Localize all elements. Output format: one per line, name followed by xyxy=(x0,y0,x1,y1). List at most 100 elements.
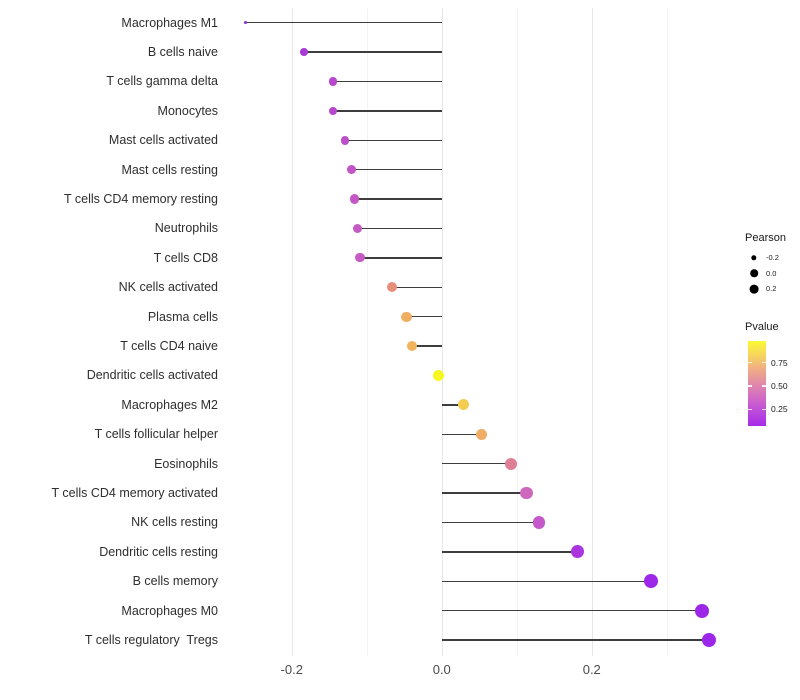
data-point xyxy=(694,603,710,618)
data-point xyxy=(347,165,357,175)
y-axis-label: Macrophages M1 xyxy=(121,15,218,30)
data-point xyxy=(387,282,398,293)
size-legend-label: 0.2 xyxy=(766,284,777,294)
size-legend-entries: -0.2 0.0 0.2 xyxy=(742,250,800,297)
data-point xyxy=(350,194,360,204)
size-legend-label: 0.0 xyxy=(766,268,777,278)
lollipop-stem xyxy=(351,168,442,171)
y-axis-label: T cells gamma delta xyxy=(106,74,218,89)
x-axis-tick-label: 0.2 xyxy=(582,662,601,677)
data-point xyxy=(433,370,445,381)
size-legend-label: -0.2 xyxy=(766,253,779,263)
minor-gridline xyxy=(666,8,668,656)
lollipop-stem xyxy=(345,139,442,141)
lollipop-stem xyxy=(441,521,540,524)
colorbar-tick-label: 0.25 xyxy=(771,404,788,415)
colorbar-tick xyxy=(762,408,766,411)
data-point xyxy=(475,428,488,441)
data-point xyxy=(701,632,716,648)
data-point xyxy=(504,457,517,470)
lollipop-stem xyxy=(357,227,442,230)
lollipop-stem xyxy=(441,639,709,641)
y-axis-label: NK cells activated xyxy=(118,280,218,295)
data-point xyxy=(520,486,533,500)
lollipop-stem xyxy=(333,80,442,83)
y-axis-label: Monocytes xyxy=(157,103,218,118)
lollipop-stem xyxy=(360,257,442,259)
data-point xyxy=(355,253,365,263)
color-legend-title: Pvalue xyxy=(745,320,779,333)
y-axis-label: T cells CD4 memory resting xyxy=(64,192,218,207)
minor-gridline xyxy=(516,8,518,656)
lollipop-stem xyxy=(441,580,651,582)
data-point xyxy=(328,77,338,86)
lollipop-stem xyxy=(441,462,511,465)
lollipop-stem xyxy=(406,315,442,318)
colorbar-tick-label: 0.50 xyxy=(771,380,788,391)
data-point xyxy=(457,399,470,411)
y-axis-label: B cells memory xyxy=(132,574,218,589)
size-legend-entry: -0.2 xyxy=(742,250,800,266)
data-point xyxy=(533,516,546,529)
colorbar-tick-label: 0.75 xyxy=(771,357,788,368)
y-axis-label: Macrophages M2 xyxy=(121,397,218,412)
colorbar-tick xyxy=(762,361,766,364)
data-point xyxy=(328,106,338,116)
y-axis-label: Plasma cells xyxy=(147,309,218,324)
y-axis-label: Eosinophils xyxy=(154,456,218,471)
y-axis-label: Mast cells activated xyxy=(108,133,218,148)
y-axis-label: Neutrophils xyxy=(154,221,218,236)
data-point xyxy=(406,340,417,352)
y-axis-label: B cells naive xyxy=(147,45,218,59)
colorbar xyxy=(748,340,766,426)
minor-gridline xyxy=(366,8,368,656)
x-axis-labels: -0.2 0.0 0.2 xyxy=(222,662,732,682)
lollipop-stem xyxy=(333,110,442,112)
size-legend-dot xyxy=(747,266,761,280)
y-axis-label: T cells regulatory Tregs xyxy=(84,633,218,648)
lollipop-stem xyxy=(354,198,442,200)
colorbar-tick xyxy=(748,385,752,387)
data-point xyxy=(353,223,363,234)
size-legend: Pearson -0.2 0.0 0.2 xyxy=(742,232,800,297)
plot-panel xyxy=(222,8,732,656)
size-legend-entry: 0.0 xyxy=(742,266,800,282)
data-point xyxy=(644,574,658,589)
y-axis-label: Macrophages M0 xyxy=(121,603,218,618)
colorbar-wrap: 0.75 0.50 0.25 xyxy=(748,339,800,429)
y-axis-label: T cells CD4 naive xyxy=(120,339,218,354)
lollipop-stem xyxy=(441,609,702,612)
lollipop-stem xyxy=(303,51,442,53)
data-point xyxy=(401,311,412,322)
y-axis-label: Dendritic cells resting xyxy=(99,544,218,559)
size-legend-title: Pearson xyxy=(745,232,786,244)
lollipop-stem xyxy=(441,433,482,435)
major-gridline xyxy=(291,8,293,656)
y-axis-label: T cells CD8 xyxy=(153,250,218,265)
legend: Pearson -0.2 0.0 0.2 Pvalue 0.75 0.50 0.25 xyxy=(742,232,800,429)
lollipop-stem xyxy=(411,345,442,347)
size-legend-dot xyxy=(747,282,761,296)
data-point xyxy=(571,545,584,559)
colorbar-tick xyxy=(748,361,752,364)
data-point xyxy=(243,20,247,25)
y-axis-label: Dendritic cells activated xyxy=(86,368,218,383)
y-axis-label: T cells CD4 memory activated xyxy=(51,486,219,501)
lollipop-stem xyxy=(392,286,442,288)
size-legend-entry: 0.2 xyxy=(742,281,800,297)
colorbar-tick xyxy=(748,408,752,411)
y-axis-labels: Macrophages M1 B cells naive T cells gamma… xyxy=(0,8,219,656)
lollipop-stem xyxy=(441,551,578,553)
lollipop-stem xyxy=(245,21,442,24)
x-axis-tick-label: 0.0 xyxy=(432,662,451,677)
x-axis-tick-label: -0.2 xyxy=(280,662,303,677)
colorbar-tick xyxy=(762,385,766,387)
y-axis-label: NK cells resting xyxy=(131,515,218,530)
y-axis-label: Mast cells resting xyxy=(121,162,218,177)
data-point xyxy=(340,135,350,145)
lollipop-stem xyxy=(441,404,464,406)
color-legend: Pvalue 0.75 0.50 0.25 xyxy=(742,321,800,429)
major-gridline xyxy=(591,8,593,656)
size-legend-dot xyxy=(747,251,761,265)
